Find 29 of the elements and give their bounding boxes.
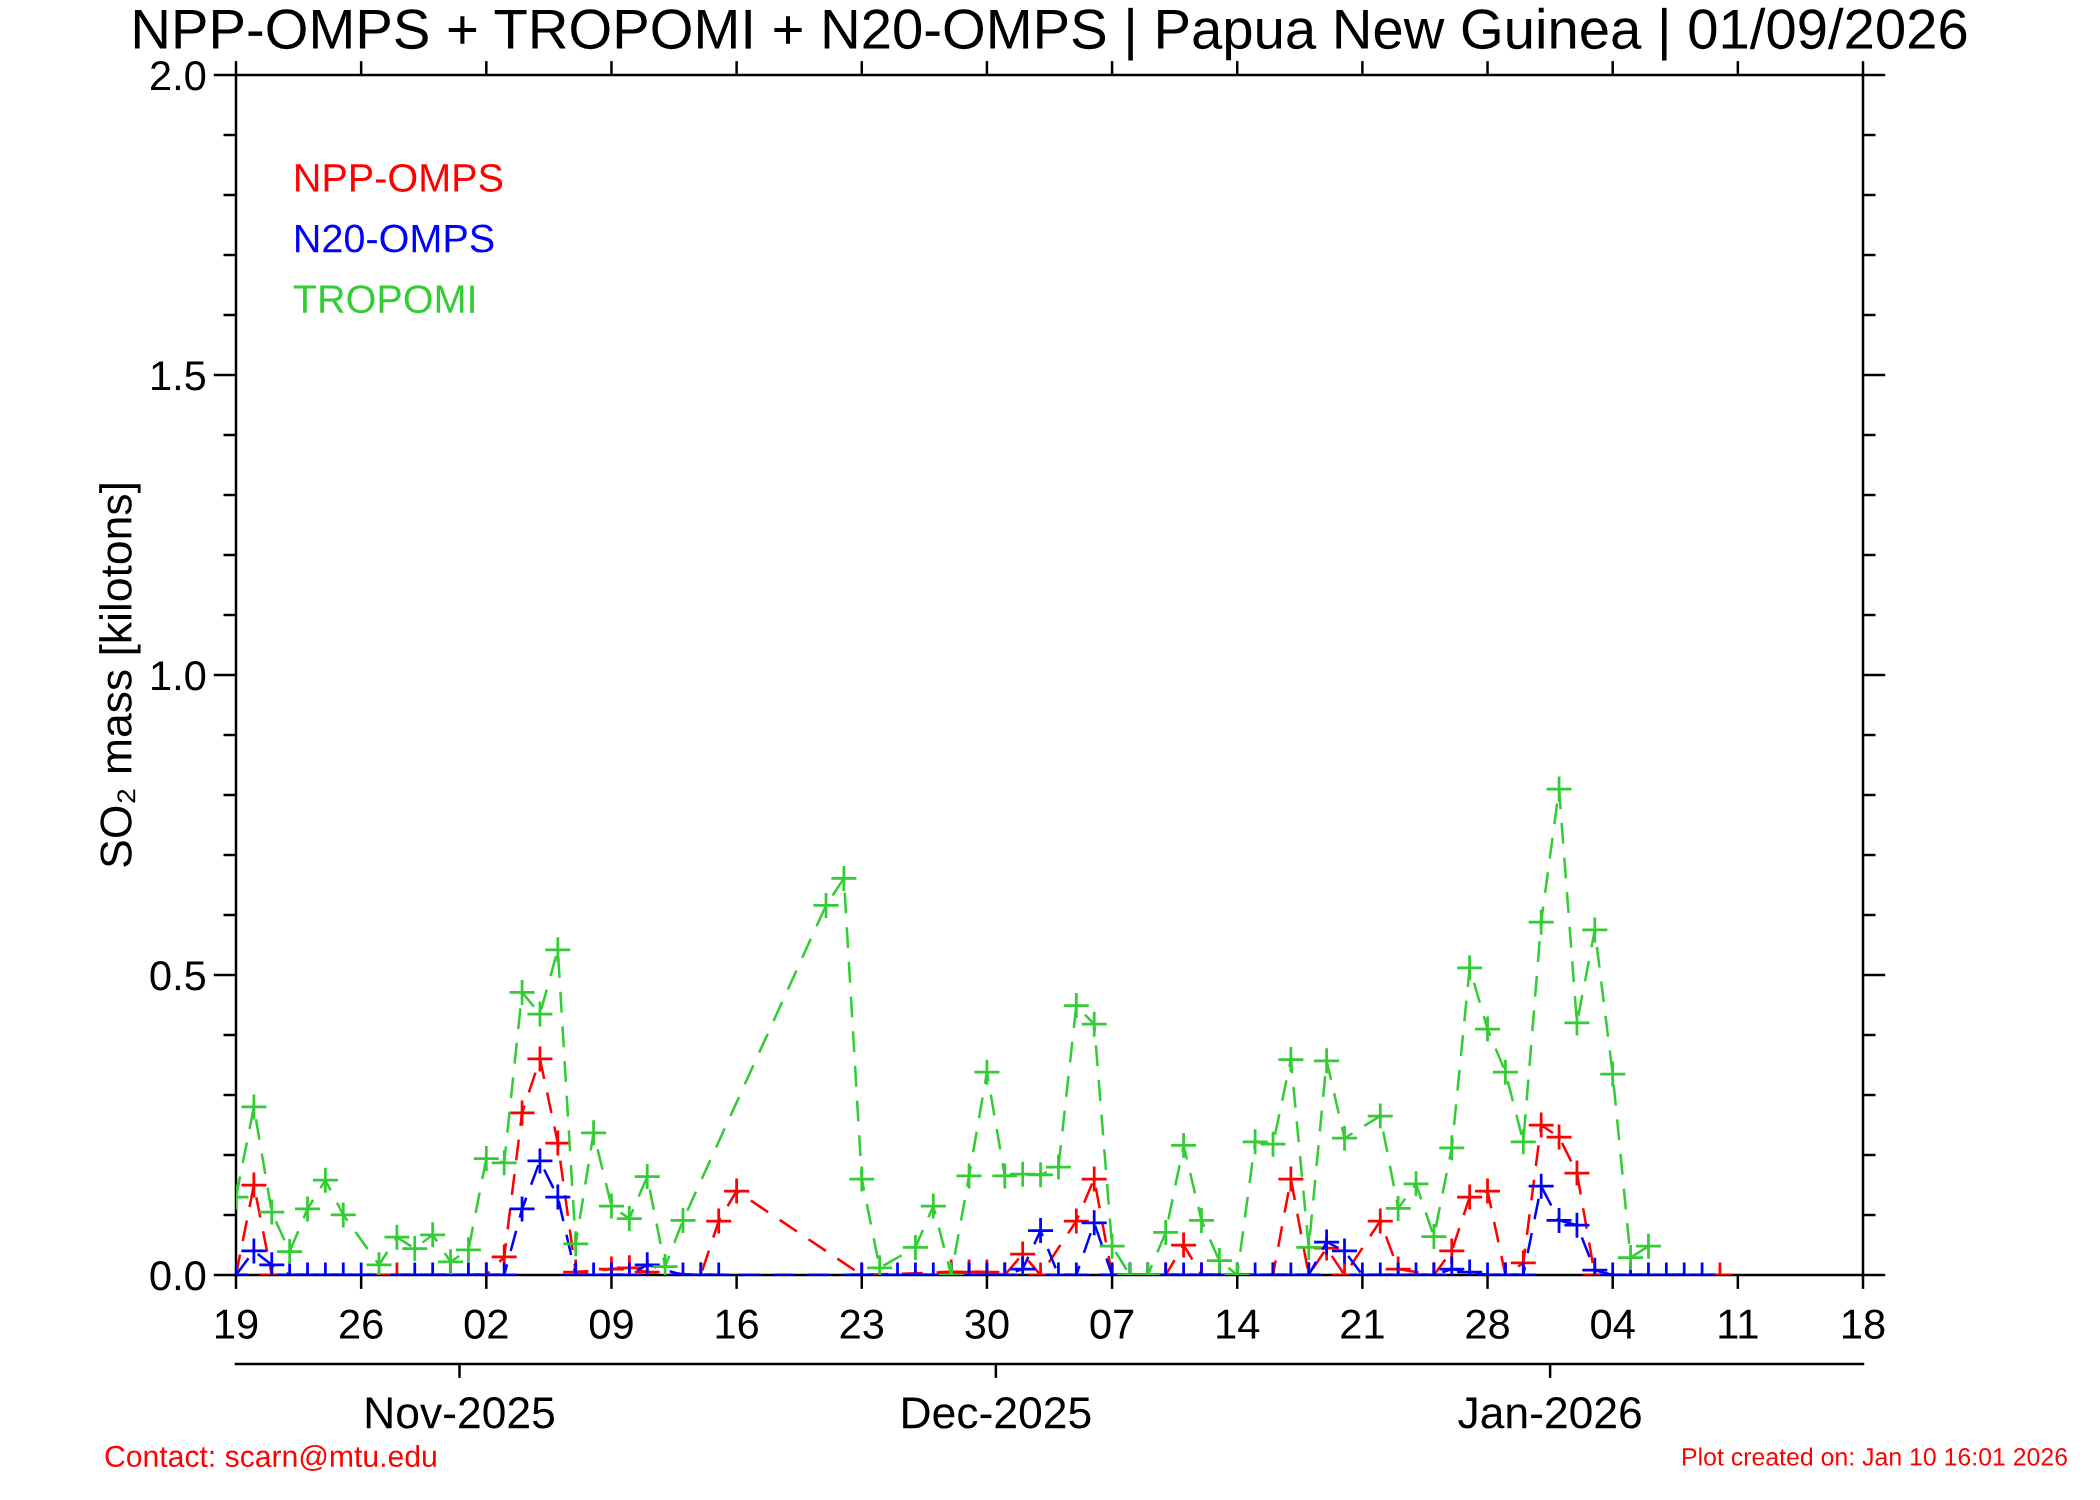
y-axis-title: SO₂ mass [kilotons]	[99, 484, 141, 867]
x-tick-label: 21	[1341, 1309, 1384, 1339]
x-tick-label: 02	[464, 1309, 508, 1339]
text: N20-OMPS	[296, 224, 494, 253]
text: TROPOMI	[293, 285, 474, 314]
x-tick-label: 26	[340, 1309, 383, 1339]
chart-title: NPP-OMPS + TROPOMI + N20-OMPS | Papua New Guinea | 01/09/2026	[134, 7, 1967, 61]
y-tick-label: 0.0	[150, 1261, 206, 1291]
x2-tick-label: Jan-2026	[1458, 1397, 1641, 1429]
y-tick-label: 0.5	[150, 961, 206, 991]
x-tick-label: 16	[716, 1309, 758, 1339]
y-tick-label: 1.5	[152, 361, 206, 391]
x-tick-label: 19	[216, 1309, 258, 1339]
y-tick-label: 1.0	[152, 661, 206, 691]
x2-tick-label: Nov-2025	[366, 1397, 554, 1429]
text: NPP-OMPS	[296, 163, 503, 192]
y-tick-label: 2.0	[151, 61, 206, 91]
text: Contact: scarn@mtu.edu	[105, 1444, 436, 1471]
x-tick-label: 28	[1466, 1309, 1509, 1339]
x-tick-label: 04	[1591, 1309, 1635, 1339]
x-tick-label: 30	[965, 1309, 1009, 1339]
x-tick-label: 07	[1090, 1309, 1134, 1339]
x-tick-label: 14	[1217, 1309, 1260, 1339]
x-tick-label: 18	[1843, 1309, 1885, 1339]
x-tick-label: 11	[1719, 1309, 1758, 1339]
text: Plot created on: Jan 10 16:01 2026	[1683, 1447, 2067, 1466]
x-tick-label: 23	[840, 1309, 884, 1339]
x2-tick-label: Dec-2025	[903, 1397, 1091, 1429]
x-tick-label: 09	[589, 1309, 633, 1339]
